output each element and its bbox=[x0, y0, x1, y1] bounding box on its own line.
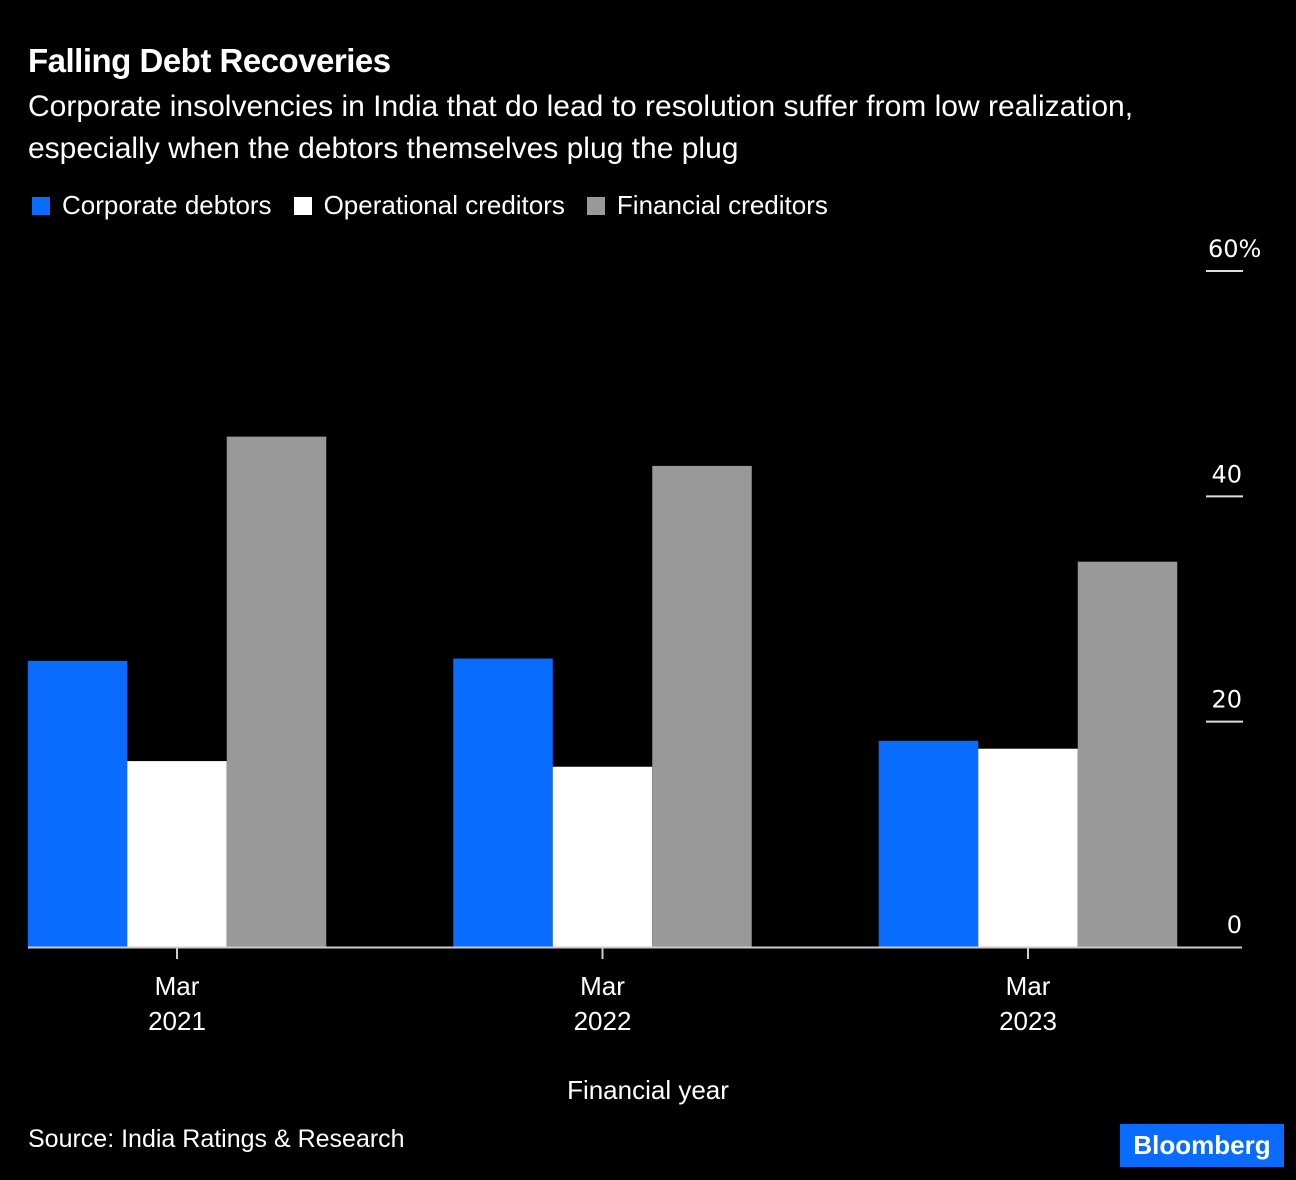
legend-swatch bbox=[586, 196, 605, 215]
legend-item-financial-creditors: Financial creditors bbox=[586, 190, 828, 221]
y-tick-label: 0 bbox=[1227, 911, 1242, 939]
legend-item-operational-creditors: Operational creditors bbox=[293, 190, 565, 221]
x-tick-label-month: Mar bbox=[580, 971, 625, 1001]
legend: Corporate debtors Operational creditors … bbox=[32, 190, 850, 221]
x-axis: Mar 2021 Mar 2022 Mar 2023 bbox=[28, 946, 1242, 1036]
x-tick-label-month: Mar bbox=[155, 971, 200, 1001]
x-tick-label-month: Mar bbox=[1006, 971, 1051, 1001]
x-tick-label-year: 2023 bbox=[999, 1006, 1057, 1036]
x-tick-label-year: 2021 bbox=[148, 1006, 206, 1036]
x-axis-label: Financial year bbox=[567, 1075, 729, 1105]
x-tick-label-year: 2022 bbox=[574, 1006, 632, 1036]
bars-group bbox=[27, 436, 1178, 947]
legend-label: Financial creditors bbox=[616, 190, 828, 220]
legend-label: Corporate debtors bbox=[62, 190, 272, 220]
bar-corporate-debtors-2021 bbox=[27, 660, 128, 947]
y-tick-label: 20 bbox=[1211, 686, 1242, 714]
y-axis: 0 20 40 60% bbox=[1206, 235, 1261, 939]
chart-title: Falling Debt Recoveries bbox=[28, 42, 391, 79]
chart-subtitle: Corporate insolvencies in India that do … bbox=[28, 90, 1134, 165]
bar-operational-creditors-2022 bbox=[552, 766, 653, 947]
source-note: Source: India Ratings & Research bbox=[28, 1125, 405, 1153]
legend-item-corporate-debtors: Corporate debtors bbox=[32, 190, 272, 221]
bar-corporate-debtors-2022 bbox=[453, 658, 553, 947]
legend-label: Operational creditors bbox=[323, 190, 565, 220]
y-tick-label: 60% bbox=[1208, 235, 1261, 263]
bar-corporate-debtors-2023 bbox=[878, 740, 979, 947]
legend-swatch bbox=[293, 196, 312, 215]
bar-financial-creditors-2023 bbox=[1077, 561, 1178, 947]
legend-swatch bbox=[32, 196, 50, 215]
bar-financial-creditors-2022 bbox=[652, 465, 752, 947]
bar-operational-creditors-2021 bbox=[127, 761, 227, 947]
bloomberg-logo: Bloomberg bbox=[1120, 1124, 1284, 1167]
bar-operational-creditors-2023 bbox=[978, 748, 1078, 947]
bar-financial-creditors-2021 bbox=[226, 436, 327, 947]
y-tick-label: 40 bbox=[1211, 460, 1242, 488]
